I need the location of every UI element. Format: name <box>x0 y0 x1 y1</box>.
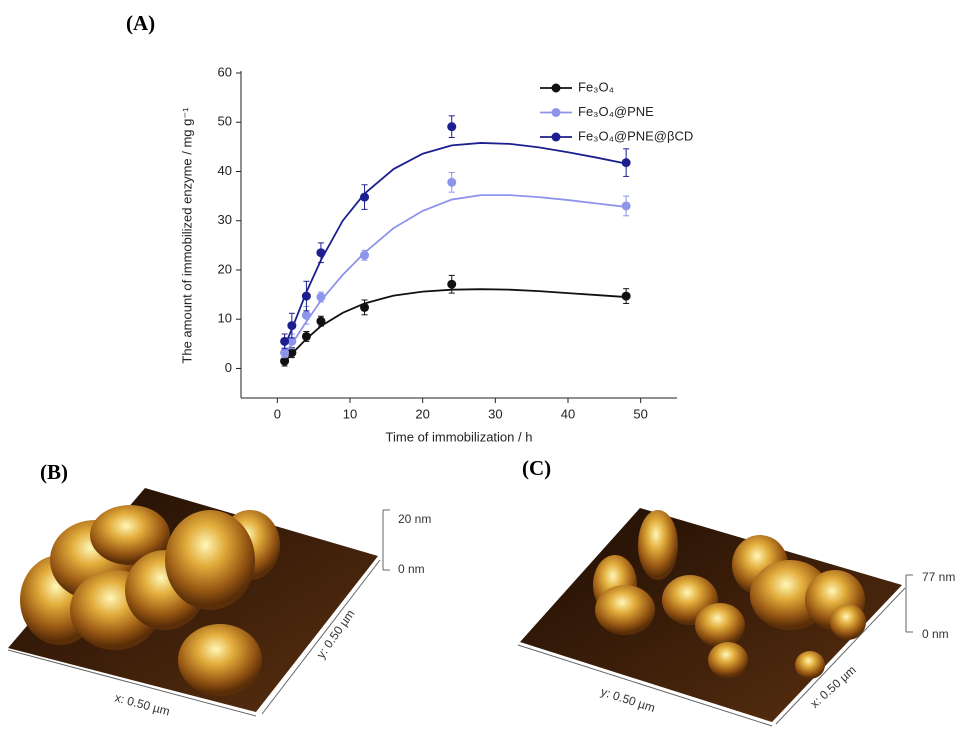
panel-label: (A) <box>126 11 155 35</box>
data-point <box>316 293 325 302</box>
legend-label: Fe₃O₄ <box>578 79 614 94</box>
y-tick-label: 50 <box>218 114 232 129</box>
afm-image: 77 nm 0 nm y: 0.50 µm x: 0.50 µm <box>518 508 955 726</box>
panel-label: (C) <box>522 456 551 480</box>
data-point <box>447 178 456 187</box>
fit-curve <box>285 195 627 354</box>
data-point <box>447 122 456 131</box>
y-tick-label: 20 <box>218 261 232 276</box>
afm-scale-label: 20 nm <box>398 512 431 526</box>
data-point <box>360 251 369 260</box>
data-point <box>447 280 456 289</box>
legend-swatch <box>552 84 561 93</box>
data-point <box>302 332 311 341</box>
panel-label: (B) <box>40 460 68 484</box>
x-tick-label: 20 <box>415 406 429 421</box>
x-tick-label: 0 <box>274 406 281 421</box>
fit-curve <box>285 289 627 362</box>
y-tick-label: 10 <box>218 311 232 326</box>
x-tick-label: 50 <box>633 406 647 421</box>
legend-swatch <box>552 108 561 117</box>
data-point <box>316 317 325 326</box>
data-point <box>280 337 289 346</box>
afm-scale-label: 0 nm <box>922 627 949 641</box>
afm-image: 20 nm 0 nm x: 0.50 µm y: 0.50 µm <box>8 488 431 719</box>
data-point <box>622 158 631 167</box>
legend-label: Fe₃O₄@PNE <box>578 104 654 119</box>
figure: (A) (B) (C) 20 nm 0 nm x: 0.50 µm y: 0.5… <box>0 0 958 729</box>
x-axis-label: Time of immobilization / h <box>386 429 533 444</box>
y-tick-label: 40 <box>218 163 232 178</box>
data-point <box>302 311 311 320</box>
afm-axis-label: x: 0.50 µm <box>113 690 171 718</box>
data-point <box>287 321 296 330</box>
data-point <box>360 303 369 312</box>
afm-axis-label: y: 0.50 µm <box>599 684 657 715</box>
x-tick-label: 10 <box>343 406 357 421</box>
y-tick-label: 30 <box>218 212 232 227</box>
data-point <box>316 248 325 257</box>
data-point <box>360 193 369 202</box>
data-point <box>302 292 311 301</box>
x-tick-label: 40 <box>561 406 575 421</box>
data-point <box>622 201 631 210</box>
x-tick-label: 30 <box>488 406 502 421</box>
data-point <box>622 292 631 301</box>
y-tick-label: 60 <box>218 64 232 79</box>
legend-label: Fe₃O₄@PNE@βCD <box>578 128 693 143</box>
legend-swatch <box>552 133 561 142</box>
afm-scale-label: 77 nm <box>922 570 955 584</box>
fit-curve <box>285 143 627 346</box>
afm-scale-label: 0 nm <box>398 562 425 576</box>
y-tick-label: 0 <box>225 360 232 375</box>
y-axis-label: The amount of immobilized enzyme / mg g⁻… <box>179 107 194 364</box>
data-point <box>280 348 289 357</box>
